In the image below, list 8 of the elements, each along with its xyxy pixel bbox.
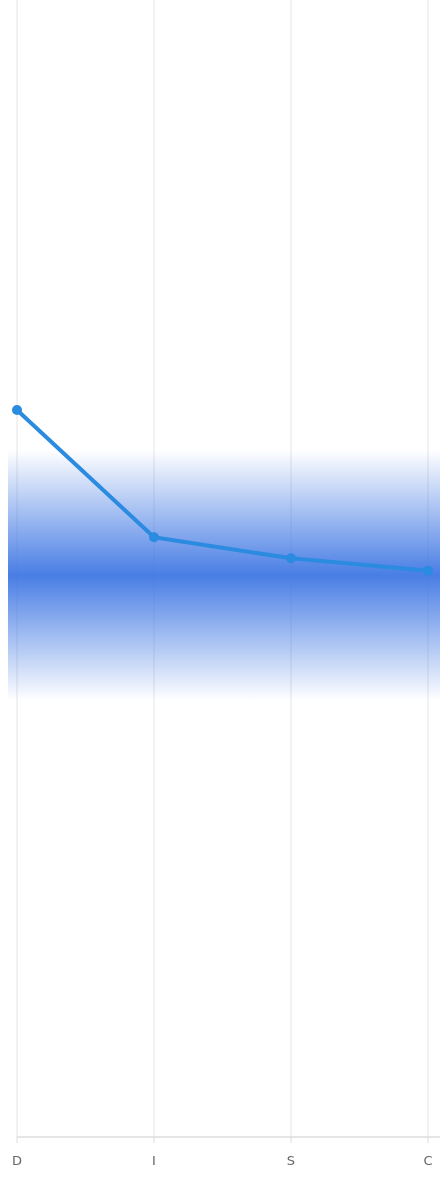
x-tick-label: C [423, 1153, 433, 1168]
point [149, 532, 159, 543]
x-tick-label: D [11, 1153, 23, 1168]
point [12, 405, 22, 416]
x-tick-label: S [286, 1153, 296, 1168]
point [423, 565, 433, 576]
point [286, 553, 296, 564]
x-tick-label: I [152, 1153, 156, 1168]
